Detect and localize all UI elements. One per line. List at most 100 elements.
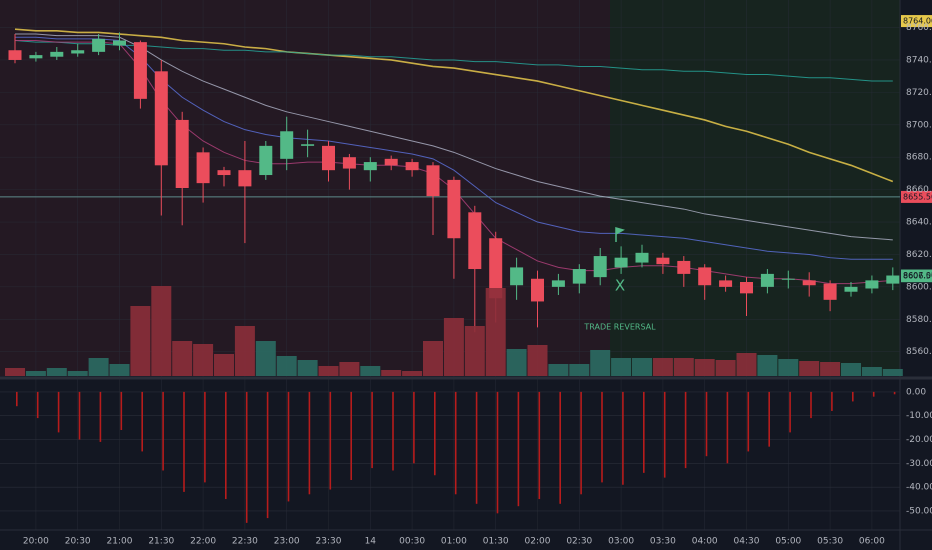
histogram-bar [538, 391, 541, 500]
x-tick-label: 21:00 [107, 537, 133, 547]
volume-bar [611, 358, 632, 376]
candle-body [551, 280, 565, 287]
volume-bar [360, 366, 381, 376]
candle-body [802, 280, 816, 286]
candle-body [677, 260, 691, 274]
volume-bar [632, 358, 652, 376]
volume-bar [255, 341, 276, 376]
x-tick-label: 20:00 [23, 537, 49, 547]
volume-bar [757, 355, 778, 376]
y-tick-label: 8640.00 [906, 218, 932, 228]
x-tick-label: 03:00 [608, 537, 634, 547]
candle-body [280, 131, 294, 159]
price-marker-label: 8764.00 [903, 17, 932, 26]
candle-body [29, 55, 43, 59]
candle-body [363, 162, 377, 171]
price-marker [901, 190, 932, 203]
volume-bar [25, 371, 46, 376]
histogram-bar [643, 391, 645, 473]
x-tick-label: 04:30 [734, 537, 760, 547]
session-bg [610, 0, 900, 376]
candle-body [259, 145, 273, 176]
x-tick-label: 05:00 [775, 537, 801, 547]
candle-body [154, 71, 168, 166]
y-tick-label: 8620.00 [906, 250, 932, 260]
x-tick-label: 05:30 [817, 537, 843, 547]
histogram-bar [705, 391, 708, 457]
candle-body [489, 238, 503, 299]
histogram-bar [559, 391, 561, 504]
volume-bar [485, 288, 506, 376]
volume-bar [5, 368, 25, 376]
marks [0, 15, 932, 523]
volume-bar [381, 370, 402, 376]
y-tick-label: 8760.00 [906, 23, 932, 33]
price-marker-label: 8606.57 [903, 272, 932, 281]
x-tick-label: 23:30 [316, 537, 342, 547]
y-tick-label: -30.00 [906, 459, 932, 469]
candle-body [217, 170, 231, 176]
histogram-bar [204, 391, 206, 483]
histogram-bar [768, 391, 770, 447]
histogram-bar [266, 391, 269, 519]
candle-body [384, 158, 398, 166]
candle-body [614, 257, 628, 268]
y-tick-label: 0.00 [906, 387, 926, 397]
histogram-bar [747, 391, 750, 452]
volume-bar [673, 358, 694, 376]
labels: 8560.00 8580.00 8600.00 8620.00 8640.00 8660.… [23, 17, 932, 547]
candle-body [719, 280, 733, 287]
volume-bar [820, 362, 841, 376]
volume-bar [88, 358, 109, 376]
candle-body [698, 267, 712, 286]
y-tick-label: 8560.00 [906, 347, 932, 357]
x-tick-label: 01:00 [441, 537, 467, 547]
candle-body [301, 144, 315, 146]
candle-body [342, 157, 356, 169]
volume-bar [193, 344, 214, 376]
y-tick-label: 8660.00 [906, 185, 932, 195]
histogram-bar [371, 391, 373, 469]
candle-body [426, 165, 440, 197]
volume-bar [151, 286, 172, 376]
volume-bar [276, 356, 297, 376]
x-tick-label: 02:00 [525, 537, 551, 547]
x-tick-label: 23:00 [274, 537, 300, 547]
histogram-bar [183, 391, 185, 492]
histogram-bar [872, 391, 875, 397]
histogram-bar [99, 391, 102, 442]
volume-bar [736, 353, 757, 376]
candle-body [133, 42, 147, 99]
histogram-bar [225, 391, 227, 500]
histogram-bar [789, 391, 791, 433]
candle-body [531, 278, 544, 302]
candle-body [92, 38, 106, 52]
y-tick-label: -20.00 [906, 435, 932, 445]
volume-bar [882, 369, 903, 376]
volume-bar [548, 364, 569, 376]
x-tick-label: 20:30 [65, 537, 91, 547]
candle-body [405, 162, 419, 171]
candle-body [781, 278, 795, 280]
volume-bar [799, 361, 820, 376]
volume-bar [423, 341, 443, 376]
volume-bar [402, 371, 423, 376]
histogram-bar [663, 391, 666, 478]
volume-bar [861, 367, 882, 376]
x-tick-label: 06:00 [859, 537, 885, 547]
x-tick-label: 14 [365, 537, 377, 547]
candle-body [238, 170, 252, 187]
histogram-bar [162, 391, 164, 471]
candle-body [510, 267, 524, 286]
candle-body [71, 50, 85, 54]
volume-bar [172, 341, 193, 376]
volume-bar [841, 363, 861, 376]
histogram-bar [16, 391, 18, 407]
x-annotation: X [615, 277, 625, 295]
volume-bar [652, 358, 673, 376]
histogram-bar [36, 391, 39, 419]
x-tick-label: 04:00 [692, 537, 718, 547]
moving-average [15, 33, 893, 241]
histogram-bar [245, 391, 248, 523]
